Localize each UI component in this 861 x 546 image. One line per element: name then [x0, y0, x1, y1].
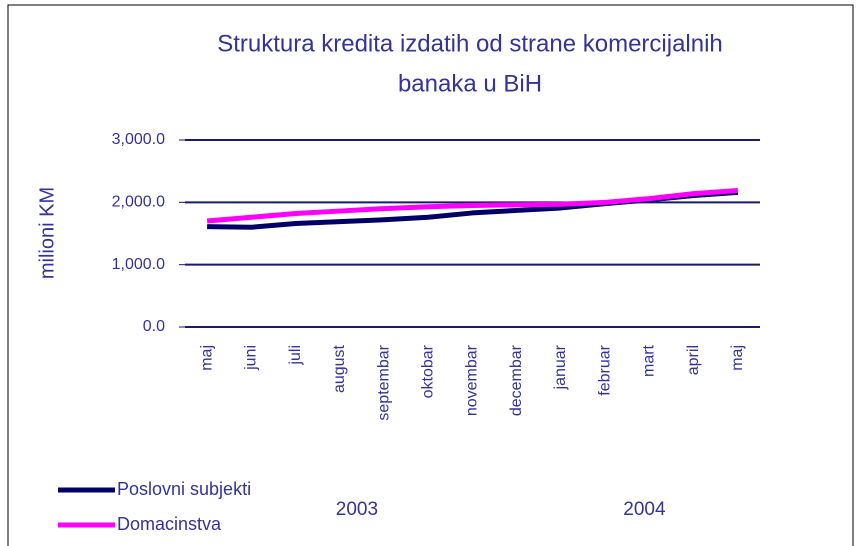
frame: [7, 4, 854, 546]
x-tick-label: maj: [729, 345, 746, 371]
series-line: [206, 187, 739, 224]
year-label: 2004: [623, 499, 666, 520]
legend-label: Domacinstva: [117, 514, 222, 534]
x-tick-label: oktobar: [419, 344, 436, 398]
x-tick-label: septembar: [375, 344, 392, 420]
chart-title: banaka u BiH: [398, 70, 542, 97]
y-tick-label: 2,000.0: [112, 194, 165, 211]
x-tick-label: januar: [552, 344, 569, 390]
x-tick-label: mart: [641, 344, 658, 377]
x-tick-label: novembar: [464, 344, 481, 416]
y-tick-label: 1,000.0: [112, 256, 165, 273]
chart-title: Struktura kredita izdatih od strane kome…: [217, 30, 723, 57]
y-axis-label: milioni KM: [36, 187, 58, 279]
x-tick-label: august: [331, 344, 348, 393]
x-tick-label: februar: [596, 344, 613, 395]
x-tick-label: juni: [243, 345, 260, 371]
x-tick-label: april: [685, 345, 702, 375]
x-tick-label: juli: [287, 345, 304, 366]
year-label: 2003: [336, 499, 378, 520]
x-tick-label: decembar: [508, 344, 525, 416]
x-tick-label: maj: [198, 345, 215, 371]
legend-label: Poslovni subjekti: [117, 479, 251, 499]
y-tick-label: 0.0: [143, 318, 165, 335]
y-tick-label: 3,000.0: [112, 131, 165, 148]
